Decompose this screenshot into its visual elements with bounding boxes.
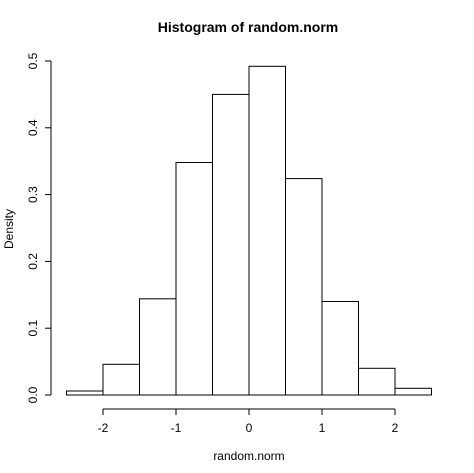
y-tick-label: 0.0: [26, 386, 40, 403]
y-tick-label: 0.1: [26, 320, 40, 337]
histogram-bar: [175, 162, 213, 396]
histogram-bar: [321, 301, 359, 396]
x-axis-ticks: -2 -1 0 1 2: [98, 409, 399, 435]
x-tick-label: -1: [171, 421, 182, 435]
histogram-bar: [212, 93, 250, 396]
histogram-bar: [394, 387, 432, 396]
y-tick-label: 0.2: [26, 253, 40, 270]
y-tick-label: 0.3: [26, 186, 40, 203]
x-tick-label: 0: [246, 421, 253, 435]
y-tick-label: 0.5: [26, 52, 40, 69]
histogram-bar: [248, 65, 286, 396]
chart-title: Histogram of random.norm: [158, 19, 338, 35]
histogram-bar: [285, 178, 323, 396]
histogram-bar: [102, 363, 140, 396]
y-tick-label: 0.4: [26, 119, 40, 136]
x-tick-label: 1: [319, 421, 326, 435]
histogram-bar: [139, 298, 177, 396]
histogram-bar: [358, 367, 396, 396]
y-axis-ticks: 0.0 0.1 0.2 0.3 0.4 0.5: [26, 52, 51, 403]
x-axis-title: random.norm: [213, 449, 284, 463]
x-tick-label: 2: [392, 421, 399, 435]
histogram-bars: [66, 65, 432, 396]
x-tick-label: -2: [98, 421, 109, 435]
histogram-bar: [66, 390, 104, 396]
y-axis-title: Density: [2, 209, 16, 249]
